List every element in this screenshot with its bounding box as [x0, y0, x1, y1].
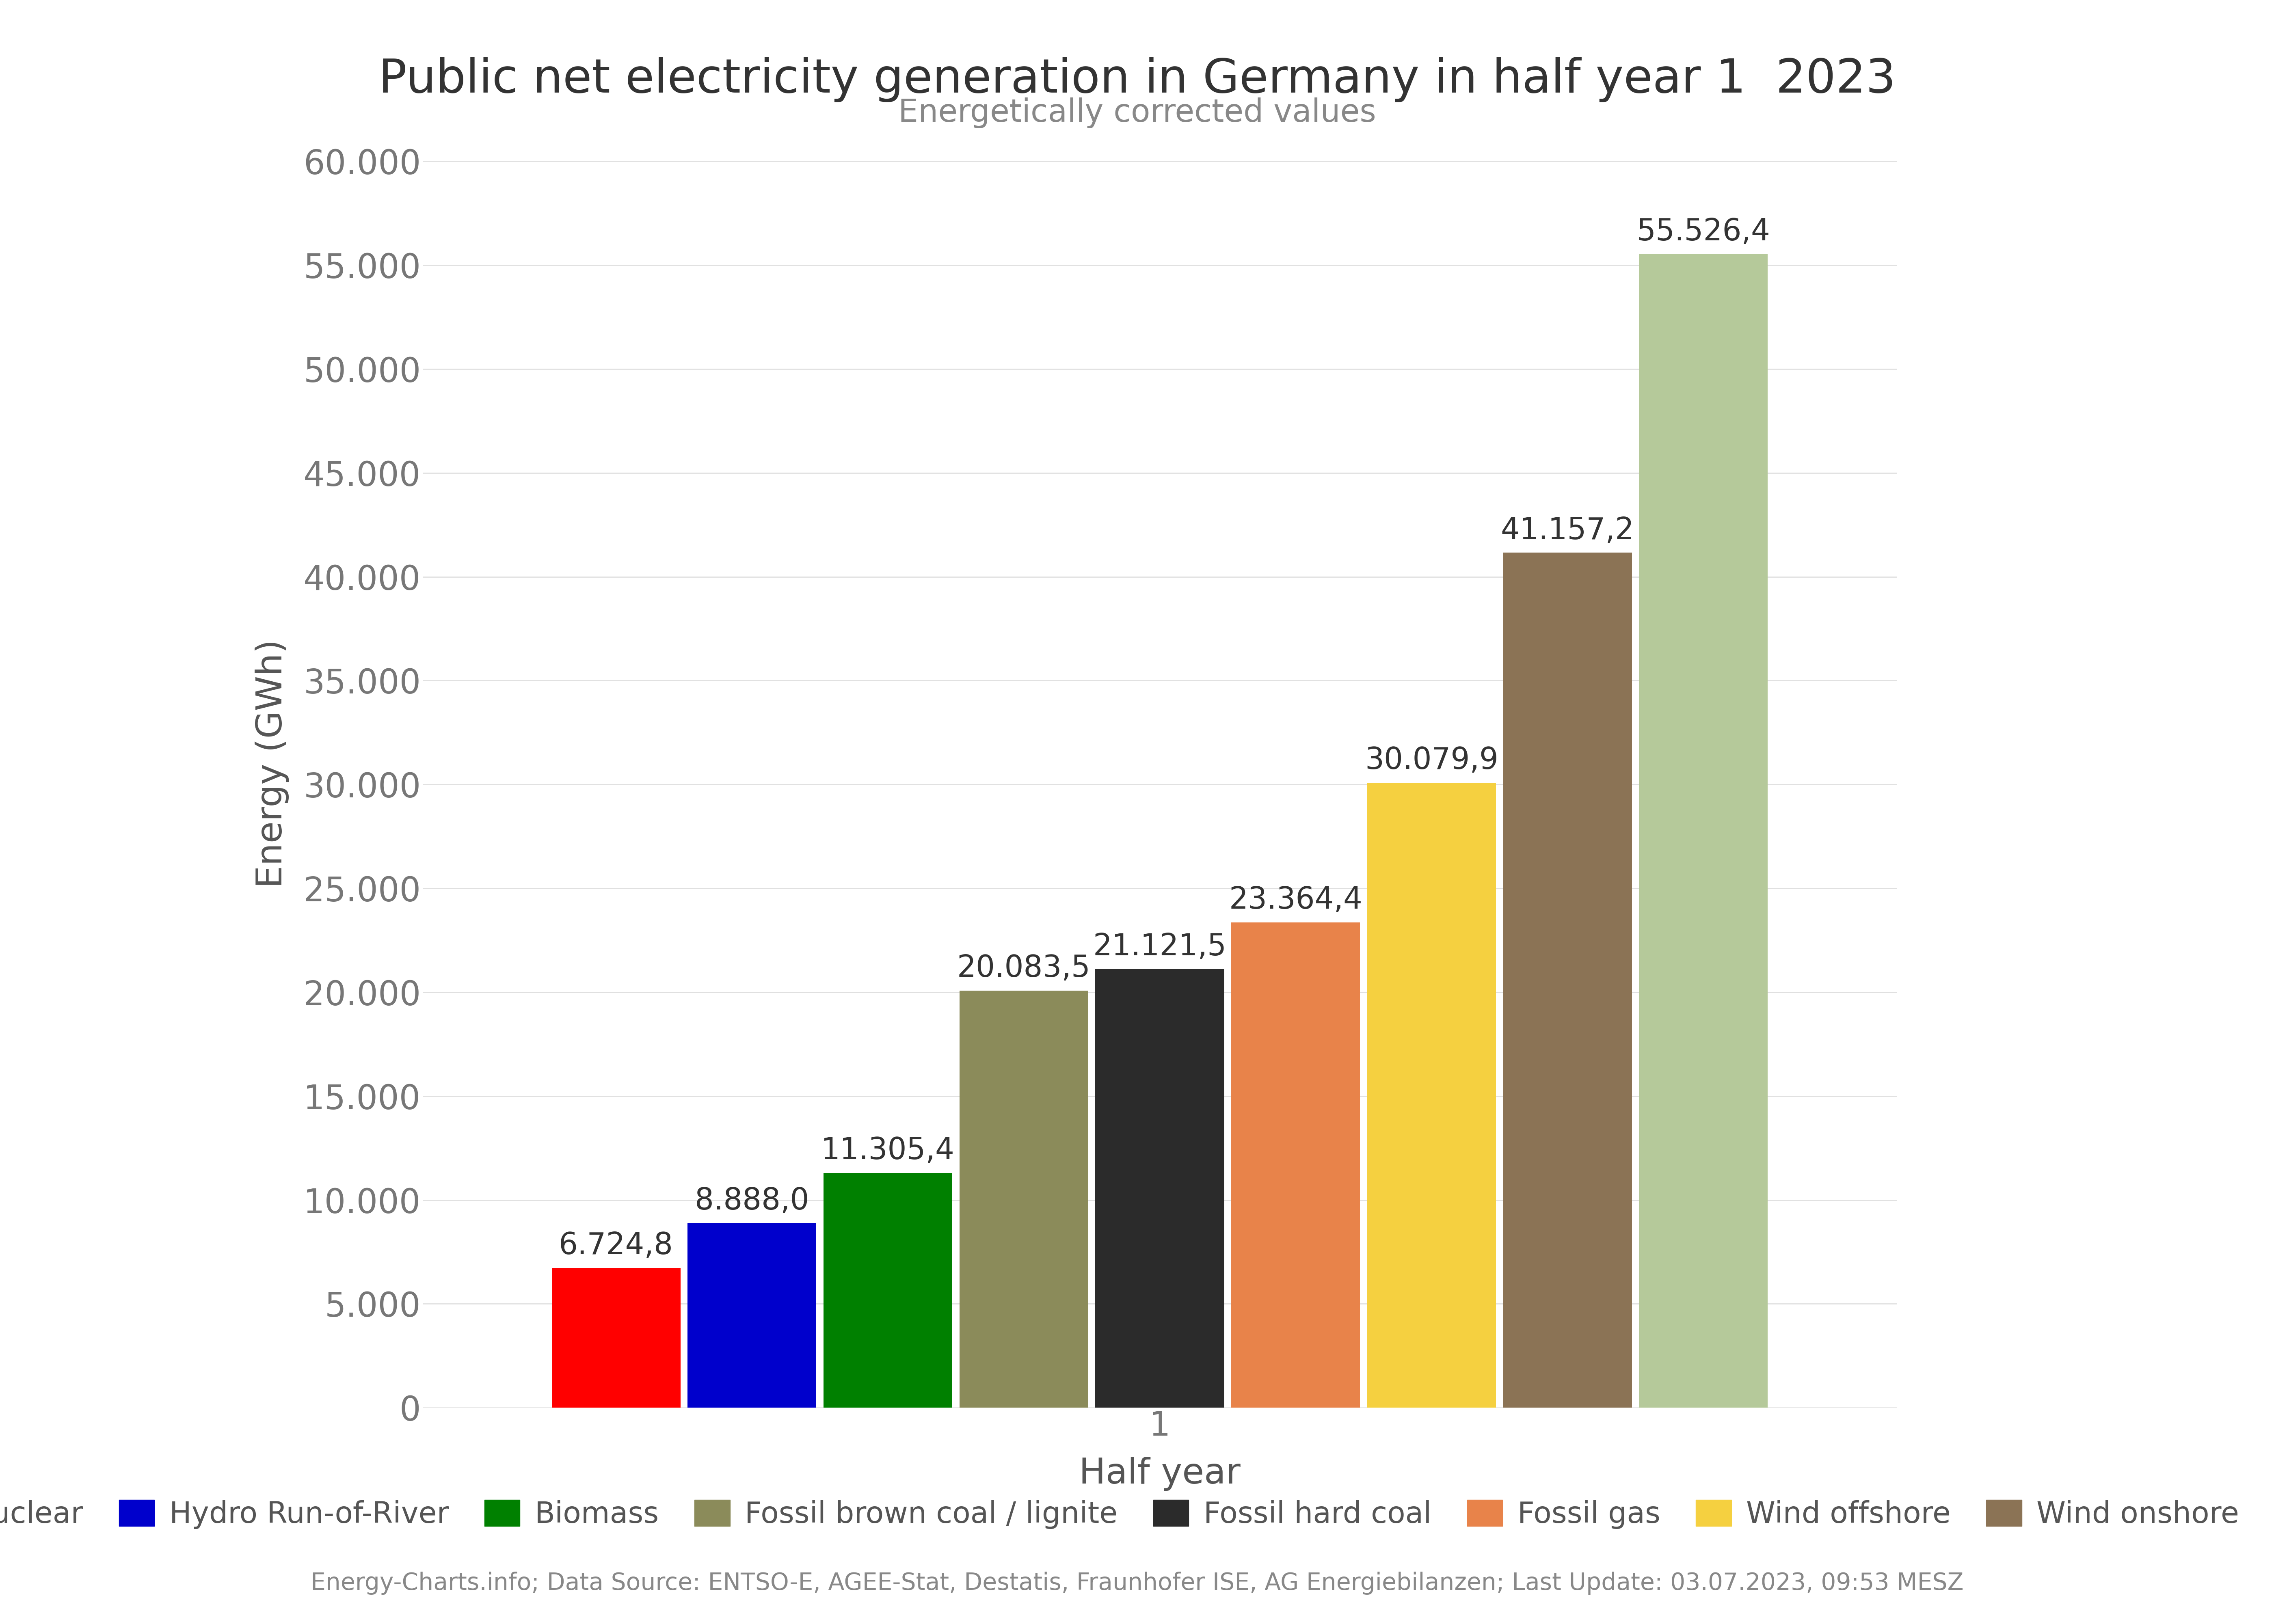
Bar	[1640, 255, 1767, 1408]
Text: Public net electricity generation in Germany in half year 1  2023: Public net electricity generation in Ger…	[377, 57, 1897, 102]
Text: 21.121,5: 21.121,5	[1094, 932, 1226, 961]
Bar	[823, 1173, 953, 1408]
Text: 11.305,4: 11.305,4	[821, 1135, 955, 1166]
Text: 6.724,8: 6.724,8	[559, 1231, 673, 1260]
Text: 55.526,4: 55.526,4	[1637, 218, 1769, 247]
Text: 8.888,0: 8.888,0	[696, 1186, 810, 1216]
Bar	[687, 1223, 816, 1408]
Text: 23.364,4: 23.364,4	[1228, 885, 1362, 914]
Text: Energetically corrected values: Energetically corrected values	[898, 97, 1376, 128]
Text: 41.157,2: 41.157,2	[1501, 516, 1635, 546]
Text: 20.083,5: 20.083,5	[957, 953, 1092, 983]
Y-axis label: Energy (GWh): Energy (GWh)	[255, 640, 289, 888]
X-axis label: Half year: Half year	[1078, 1457, 1242, 1491]
Legend: Nuclear, Hydro Run-of-River, Biomass, Fossil brown coal / lignite, Fossil hard c: Nuclear, Hydro Run-of-River, Biomass, Fo…	[0, 1488, 2274, 1541]
Bar	[1230, 922, 1360, 1408]
Bar	[553, 1268, 680, 1408]
Bar	[1096, 970, 1223, 1408]
Text: Energy-Charts.info; Data Source: ENTSO-E, AGEE-Stat, Destatis, Fraunhofer ISE, A: Energy-Charts.info; Data Source: ENTSO-E…	[312, 1572, 1962, 1595]
Text: 30.079,9: 30.079,9	[1364, 745, 1499, 776]
Bar	[1503, 552, 1633, 1408]
Bar	[1367, 783, 1496, 1408]
Bar	[960, 991, 1089, 1408]
